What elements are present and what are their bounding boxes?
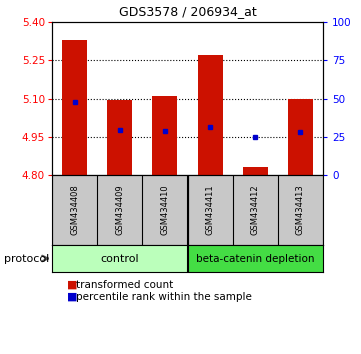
Text: protocol: protocol	[4, 253, 49, 263]
Bar	[152, 96, 177, 175]
Bar	[62, 40, 87, 175]
Text: GSM434411: GSM434411	[205, 185, 214, 235]
Text: GSM434412: GSM434412	[251, 185, 260, 235]
Bar	[187, 245, 323, 272]
Text: GSM434409: GSM434409	[115, 185, 124, 235]
Text: ■: ■	[67, 280, 78, 290]
Text: control: control	[100, 253, 139, 263]
Text: percentile rank within the sample: percentile rank within the sample	[76, 292, 252, 302]
Text: GDS3578 / 206934_at: GDS3578 / 206934_at	[119, 5, 256, 18]
Bar	[52, 245, 187, 272]
Text: GSM434413: GSM434413	[296, 185, 305, 235]
Bar	[107, 100, 132, 175]
Text: beta-catenin depletion: beta-catenin depletion	[196, 253, 314, 263]
Bar	[198, 55, 222, 175]
Bar	[243, 167, 268, 175]
Text: ■: ■	[67, 292, 78, 302]
Text: transformed count: transformed count	[76, 280, 173, 290]
Bar	[288, 98, 313, 175]
Text: GSM434410: GSM434410	[160, 185, 169, 235]
Text: GSM434408: GSM434408	[70, 185, 79, 235]
